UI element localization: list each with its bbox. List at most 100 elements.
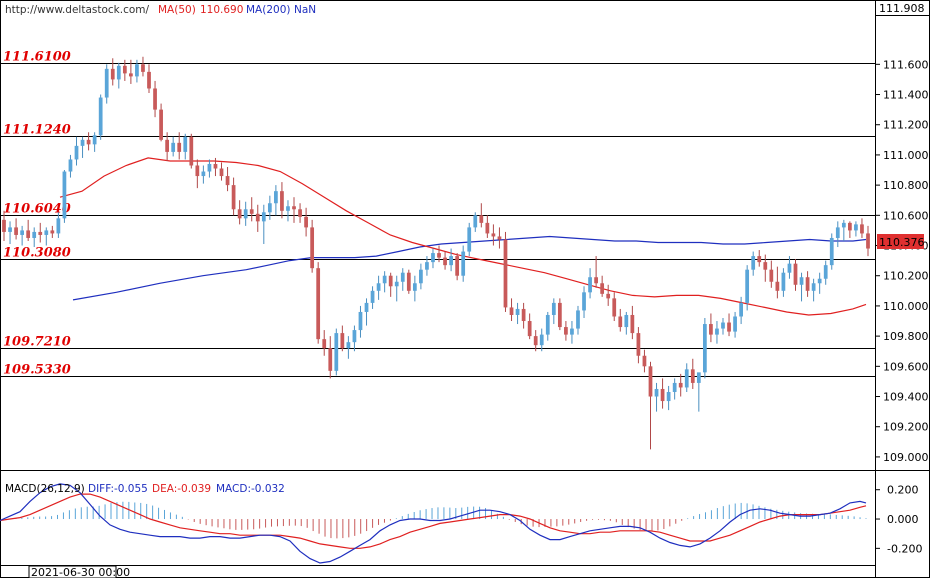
candle-body [394,281,399,287]
candle-body [715,328,719,335]
level-label: 110.6040 [3,202,71,217]
candle-body [20,230,24,235]
candle-body [829,237,834,266]
dea-line [0,493,867,549]
candle-body [860,224,864,234]
candle-body [551,302,556,315]
date-label-box [28,565,117,578]
price-tick-label: 111.400 [883,89,929,102]
macd-tick-label: 0.200 [887,484,919,497]
candle-body [733,316,737,332]
candle-body [14,227,18,235]
candle-body [461,251,466,276]
candle-body [630,314,635,334]
candle-body [358,311,363,331]
candle-body [2,219,6,232]
level-label: 111.6100 [3,50,71,65]
support-resistance-levels: 111.6100 111.1240 110.6040 110.3080 109.7210… [0,50,875,378]
candle-body [618,316,623,328]
candle-body [539,334,544,346]
candle-body [406,272,411,291]
candle-body [56,218,61,234]
candle-body [533,336,538,346]
candle-body [509,307,514,315]
ma200-line [72,235,867,301]
ma50-value: 110.690 [200,4,243,16]
candle-body [189,136,194,166]
candle-body [44,230,49,235]
candle-body [721,322,725,329]
candle-body [255,213,260,222]
candle-body [431,253,435,263]
candle-body [195,165,200,177]
candle-body [727,322,731,332]
candle-body [388,275,393,287]
candle-body [68,159,73,172]
candle-body [666,391,671,402]
candle-body [32,231,37,238]
price-tick-label: 111.600 [883,58,929,71]
price-tick-label: 110.200 [883,270,929,283]
candle-body [316,268,321,340]
site-url[interactable]: http://www.deltastock.com/ [5,4,150,16]
ma200-value: NaN [294,4,316,16]
candle-body [340,333,345,349]
level-label: 110.3080 [3,246,71,261]
price-tick-label: 109.200 [883,421,929,434]
candle-body [74,145,79,160]
price-tick-label: 109.600 [883,360,929,373]
candle-body [86,139,91,145]
candle-body [739,302,743,317]
candle-body [497,236,502,240]
macd-diff-value: DIFF:-0.055 [88,483,148,495]
candle-body [817,278,822,284]
candle-body [799,277,804,285]
ma50-label: MA(50) [158,4,196,16]
candle-body [564,327,568,335]
candle-body [684,369,689,388]
candle-body [153,88,157,110]
candle-body [328,348,333,371]
price-tick-label: 109.000 [883,451,929,464]
candlesticks [2,56,870,450]
candle-body [207,163,212,172]
price-tick-label: 109.400 [883,391,929,404]
moving-averages [59,157,867,316]
candle-body [854,224,858,231]
candle-body [80,139,85,146]
candle-body [237,209,242,219]
top-price-label: 111.908 [879,2,925,15]
candle-body [231,185,236,210]
candle-body [594,277,598,284]
macd-tick-label: 0.000 [887,513,919,526]
candle-body [171,142,176,152]
candle-body [364,302,369,312]
candle-body [557,302,562,328]
candle-body [219,168,224,177]
candle-body [793,263,798,285]
candle-body [419,269,423,284]
ma50-line [59,157,867,316]
candle-body [811,283,816,291]
candle-body [636,333,641,356]
candle-body [612,298,617,317]
macd-title: MACD(26,12,9) [5,483,85,495]
candle-body [866,233,870,249]
candle-body [62,171,67,219]
candle-body [116,65,121,80]
candle-body [304,216,308,228]
candle-body [690,369,695,383]
candle-body [835,227,840,238]
candle-body [848,222,852,231]
candle-body [757,256,762,263]
candle-body [660,388,665,402]
candle-body [570,328,574,335]
candle-body [400,272,405,282]
price-tick-label: 111.000 [883,149,929,162]
candle-body [479,215,484,223]
candle-body [8,227,12,232]
price-tick-label: 110.800 [883,179,929,192]
candle-body [122,65,127,74]
candle-body [485,222,490,234]
